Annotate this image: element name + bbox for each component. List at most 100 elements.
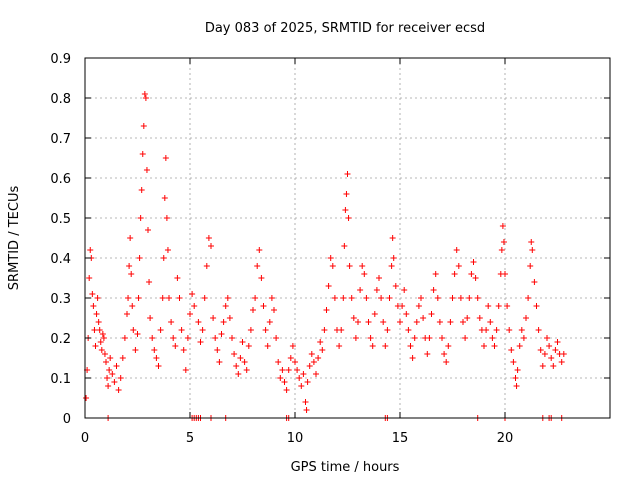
- data-point: [199, 327, 206, 333]
- data-point: [344, 171, 351, 177]
- data-point: [130, 327, 137, 333]
- data-point: [170, 335, 177, 341]
- data-point: [292, 359, 298, 365]
- data-point: [493, 327, 500, 333]
- data-point: [413, 319, 420, 325]
- data-point: [226, 315, 233, 321]
- data-point: [289, 343, 296, 349]
- data-point: [147, 315, 154, 321]
- data-point: [247, 327, 254, 333]
- data-point: [355, 319, 361, 325]
- data-point: [552, 347, 559, 353]
- data-point: [250, 307, 256, 313]
- y-tick-label: 0.6: [50, 172, 71, 187]
- data-point: [191, 303, 198, 309]
- data-point: [329, 263, 336, 269]
- data-point: [418, 295, 424, 301]
- x-tick-label: 10: [287, 431, 304, 446]
- data-point: [539, 363, 546, 369]
- data-point: [298, 383, 305, 389]
- data-point: [481, 343, 487, 349]
- data-point: [205, 235, 212, 241]
- data-point: [139, 151, 146, 157]
- x-tick-label: 5: [186, 431, 194, 446]
- data-point: [220, 319, 227, 325]
- data-point: [510, 359, 517, 365]
- data-point: [178, 327, 185, 333]
- data-point: [262, 327, 269, 333]
- x-tick-label: 20: [497, 431, 514, 446]
- data-point: [512, 375, 519, 381]
- x-tick-label: 15: [392, 431, 409, 446]
- data-point: [208, 243, 214, 249]
- data-point: [300, 371, 307, 377]
- data-point: [546, 343, 553, 349]
- data-point: [197, 339, 204, 345]
- data-point: [201, 295, 208, 301]
- data-point: [303, 407, 310, 413]
- data-point: [430, 287, 437, 293]
- data-point: [397, 319, 403, 325]
- data-point: [212, 335, 219, 341]
- data-point: [184, 335, 191, 341]
- data-point: [499, 223, 506, 229]
- data-point: [266, 319, 273, 325]
- data-point: [92, 343, 99, 349]
- data-point: [281, 379, 288, 385]
- data-point: [95, 319, 102, 325]
- data-point: [428, 311, 435, 317]
- data-point: [548, 355, 555, 361]
- grid-lines: [85, 58, 610, 418]
- data-point: [90, 303, 97, 309]
- data-point: [380, 319, 387, 325]
- data-point: [363, 295, 370, 301]
- data-point: [264, 343, 271, 349]
- data-point: [302, 399, 309, 405]
- y-tick-label: 0.9: [50, 52, 71, 67]
- data-point: [518, 327, 525, 333]
- data-point: [426, 335, 433, 341]
- data-point: [348, 295, 355, 301]
- data-point: [256, 247, 263, 253]
- data-point: [321, 327, 328, 333]
- data-point: [87, 247, 94, 253]
- data-point: [162, 155, 169, 161]
- data-point: [371, 311, 378, 317]
- data-point: [115, 387, 122, 393]
- data-point: [544, 335, 550, 341]
- data-point: [304, 379, 311, 385]
- data-point: [166, 295, 172, 301]
- data-point: [143, 167, 150, 173]
- data-point: [424, 351, 431, 357]
- data-point: [447, 319, 454, 325]
- data-point: [340, 295, 347, 301]
- data-point: [285, 367, 292, 373]
- data-point: [338, 327, 345, 333]
- data-point: [357, 287, 364, 293]
- data-point: [89, 291, 96, 297]
- data-point: [352, 335, 359, 341]
- data-point: [126, 263, 133, 269]
- data-point: [405, 327, 412, 333]
- data-point: [365, 319, 372, 325]
- data-point: [277, 375, 284, 381]
- y-tick-label: 0.7: [50, 132, 71, 147]
- chart-title: Day 083 of 2025, SRMTID for receiver ecs…: [205, 21, 485, 36]
- data-point: [506, 327, 513, 333]
- data-point: [535, 327, 542, 333]
- data-point: [533, 303, 540, 309]
- data-point: [451, 271, 458, 277]
- data-point: [483, 327, 490, 333]
- data-point: [287, 355, 294, 361]
- y-tick-label: 0: [63, 412, 71, 427]
- data-point: [331, 295, 338, 301]
- data-point: [310, 359, 317, 365]
- data-point: [376, 275, 382, 281]
- data-point: [182, 367, 189, 373]
- data-point: [268, 295, 275, 301]
- y-axis-label: SRMTID / TECUs: [7, 186, 22, 291]
- data-point: [319, 347, 326, 353]
- data-point: [560, 351, 567, 357]
- data-point: [443, 359, 450, 365]
